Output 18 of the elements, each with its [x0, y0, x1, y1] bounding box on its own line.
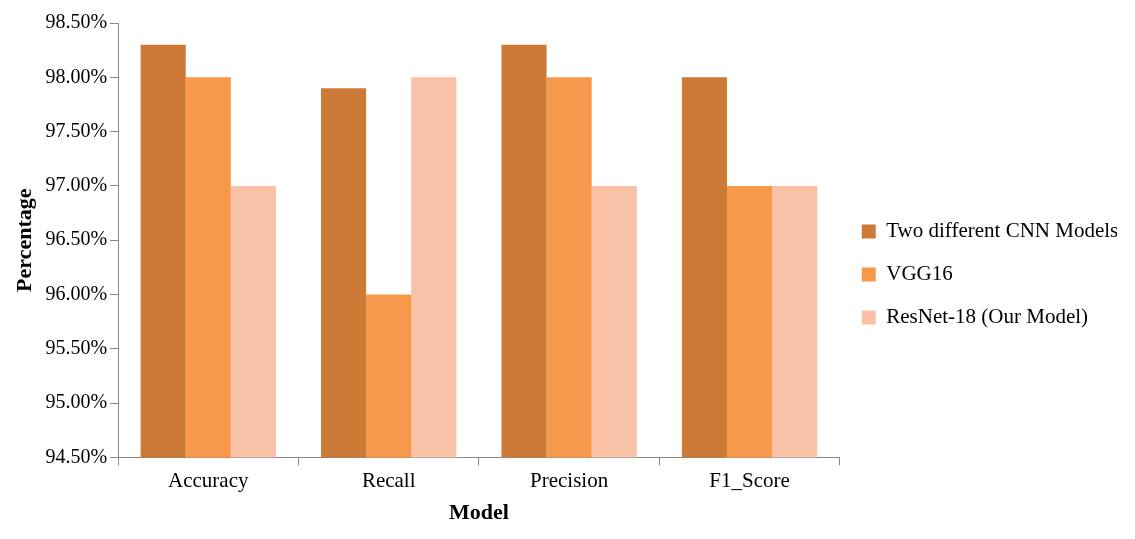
- x-tick-label: F1_Score: [709, 467, 790, 492]
- y-tick-label: 97.00%: [45, 173, 108, 196]
- x-tick-label: Recall: [361, 467, 416, 492]
- y-tick-label: 96.50%: [45, 227, 108, 250]
- legend-label: VGG16: [886, 261, 953, 286]
- x-tick-label: Accuracy: [168, 467, 249, 492]
- legend-label: ResNet-18 (Our Model): [886, 304, 1089, 329]
- x-tick-label: Precision: [530, 467, 609, 492]
- y-tick-label: 97.50%: [45, 118, 108, 141]
- y-tick-label: 94.50%: [45, 444, 108, 467]
- y-tick-label: 98.50%: [45, 10, 108, 33]
- y-axis-title: Percentage: [10, 188, 36, 292]
- y-tick-label: 96.00%: [45, 281, 108, 304]
- y-tick-label: 95.00%: [45, 390, 108, 413]
- y-tick-label: 98.00%: [45, 64, 108, 87]
- x-axis-title: Model: [448, 499, 509, 525]
- y-tick-label: 95.50%: [45, 336, 108, 359]
- legend-label: Two different CNN Models: [886, 218, 1119, 243]
